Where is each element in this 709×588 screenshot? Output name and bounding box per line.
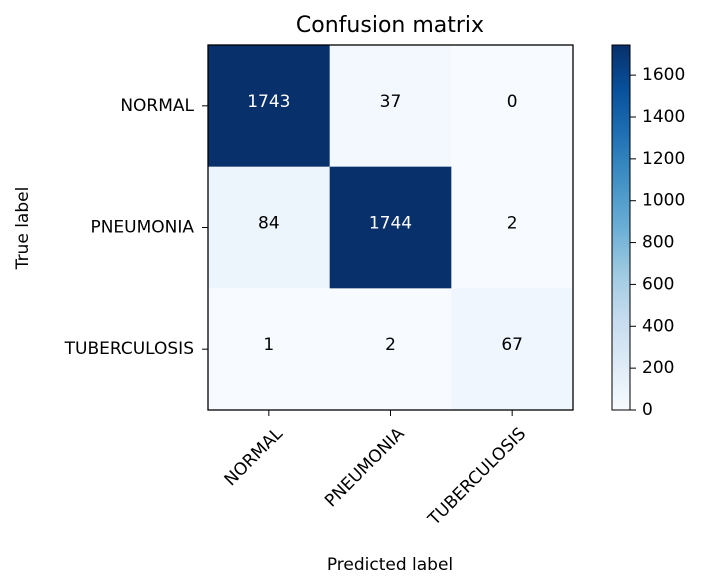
cell-value-label: 1	[263, 335, 274, 355]
x-axis-ticks: NORMAL PNEUMONIA TUBERCULOSIS	[221, 410, 530, 530]
heatmap-cell	[329, 45, 452, 168]
colorbar-tick-label: 0	[642, 400, 653, 420]
heatmap-cell	[329, 166, 452, 289]
cell-value-label: 0	[507, 92, 518, 112]
heatmap-cell	[451, 45, 574, 168]
x-tick-label: TUBERCULOSIS	[424, 424, 530, 530]
heatmap-cell	[451, 288, 574, 411]
colorbar-tick-label: 400	[642, 316, 674, 336]
y-tick-label: PNEUMONIA	[90, 218, 194, 238]
colorbar-tick-label: 600	[642, 274, 674, 294]
colorbar-tick-label: 200	[642, 358, 674, 378]
heatmap-cell	[329, 288, 452, 411]
cell-value-label: 37	[380, 92, 402, 112]
y-tick-label: TUBERCULOSIS	[64, 339, 194, 359]
chart-title: Confusion matrix	[296, 13, 484, 38]
y-axis-ticks: NORMAL PNEUMONIA TUBERCULOSIS	[64, 96, 208, 359]
heatmap-cell	[451, 166, 574, 289]
y-axis-label: True label	[13, 187, 33, 271]
x-tick-label: NORMAL	[221, 424, 288, 491]
colorbar-tick-label: 800	[642, 233, 674, 253]
x-tick-label: PNEUMONIA	[321, 424, 409, 512]
colorbar-tick-label: 1200	[642, 149, 685, 169]
colorbar	[611, 44, 631, 411]
heatmap-cells: 1743 37 0 84 1744 2 1 2 67	[208, 45, 574, 411]
colorbar-tick-label: 1400	[642, 107, 685, 127]
colorbar-tick-label: 1600	[642, 65, 685, 85]
cell-value-label: 84	[258, 214, 280, 234]
colorbar-ticks: 0 200 400 600 800 1000 1200 1400 1600	[630, 65, 685, 420]
cell-value-label: 1743	[247, 92, 290, 112]
y-tick-label: NORMAL	[120, 96, 194, 116]
colorbar-tick-label: 1000	[642, 191, 685, 211]
cell-value-label: 2	[385, 335, 396, 355]
x-axis-label: Predicted label	[327, 555, 453, 575]
heatmap-cell	[208, 45, 331, 168]
heatmap-cell	[208, 166, 331, 289]
cell-value-label: 2	[507, 214, 518, 234]
heatmap-cell	[208, 288, 331, 411]
cell-value-label: 1744	[369, 214, 412, 234]
cell-value-label: 67	[501, 335, 523, 355]
